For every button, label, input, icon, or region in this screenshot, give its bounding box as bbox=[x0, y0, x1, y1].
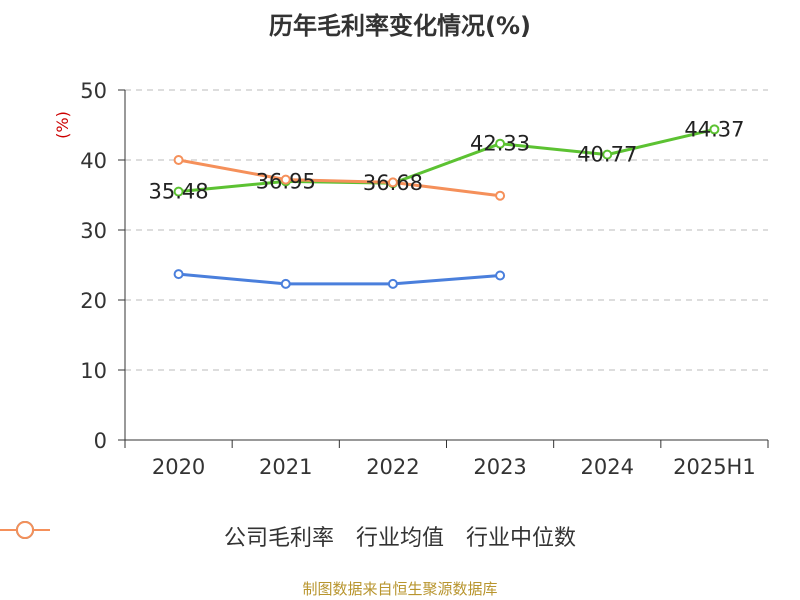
legend-item-company[interactable]: 公司毛利率 bbox=[0, 520, 334, 552]
series-line-2 bbox=[178, 272, 501, 286]
x-tick-label: 2020 bbox=[152, 455, 205, 479]
chart-legend: 公司毛利率 行业均值 行业中位数 bbox=[0, 520, 800, 552]
x-tick-label: 2022 bbox=[366, 455, 419, 479]
y-axis-label: (%) bbox=[53, 111, 72, 139]
data-label: 42.33 bbox=[470, 132, 530, 156]
data-point-2 bbox=[495, 270, 506, 281]
y-tick-label: 50 bbox=[80, 79, 107, 103]
y-tick-label: 0 bbox=[94, 429, 107, 453]
legend-label-industry-mean: 行业均值 bbox=[355, 526, 444, 551]
data-point-1 bbox=[709, 124, 720, 135]
y-tick-label: 20 bbox=[80, 289, 107, 313]
x-tick-label: 2024 bbox=[581, 455, 634, 479]
data-label: 44.37 bbox=[684, 117, 744, 141]
x-tick-label: 2025H1 bbox=[673, 455, 756, 479]
data-label: 40.77 bbox=[577, 143, 637, 167]
data-point-2 bbox=[280, 278, 291, 289]
data-point-2 bbox=[387, 278, 398, 289]
data-label: 36.95 bbox=[256, 169, 316, 193]
series-line-1 bbox=[178, 127, 715, 194]
legend-item-industry-mean[interactable]: 行业均值 bbox=[0, 520, 444, 552]
legend-swatch-industry-median bbox=[0, 521, 50, 539]
legend-label-industry-median: 行业中位数 bbox=[466, 526, 577, 551]
data-label: 35.48 bbox=[149, 180, 209, 204]
data-point-3 bbox=[495, 190, 506, 201]
x-tick-label: 2021 bbox=[259, 455, 312, 479]
chart-title: 历年毛利率变化情况(%) bbox=[269, 12, 531, 40]
data-point-3 bbox=[173, 155, 184, 165]
data-point-3 bbox=[280, 174, 291, 185]
x-tick-label: 2023 bbox=[473, 455, 526, 479]
legend-label-company: 公司毛利率 bbox=[223, 526, 334, 551]
series-line-3 bbox=[178, 158, 501, 198]
legend-item-industry-median[interactable]: 行业中位数 bbox=[0, 520, 577, 552]
data-point-3 bbox=[387, 177, 398, 188]
source-note: 制图数据来自恒生聚源数据库 bbox=[302, 580, 498, 598]
data-point-2 bbox=[173, 269, 184, 280]
data-point-1 bbox=[495, 138, 506, 149]
y-tick-label: 30 bbox=[80, 219, 107, 243]
data-point-1 bbox=[173, 186, 184, 197]
y-tick-label: 40 bbox=[80, 149, 107, 173]
data-label: 36.68 bbox=[363, 171, 423, 195]
y-tick-label: 10 bbox=[80, 359, 107, 383]
data-point-1 bbox=[602, 149, 613, 160]
